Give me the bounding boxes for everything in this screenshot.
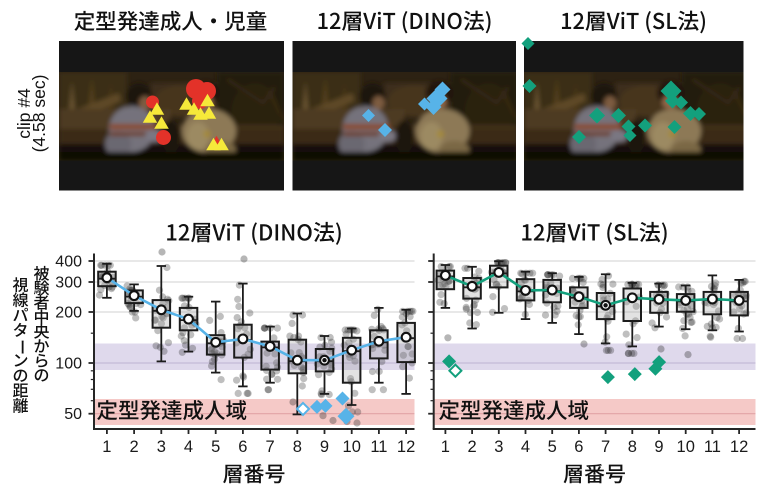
svg-text:5: 5 xyxy=(548,438,557,456)
svg-text:100: 100 xyxy=(55,356,82,373)
svg-text:12: 12 xyxy=(730,438,748,456)
svg-text:10: 10 xyxy=(677,438,695,456)
svg-text:6: 6 xyxy=(574,438,583,456)
svg-text:3: 3 xyxy=(494,438,503,456)
svg-text:11: 11 xyxy=(704,438,721,456)
svg-text:10: 10 xyxy=(343,438,361,456)
svg-text:2: 2 xyxy=(130,438,139,456)
svg-text:(4.58 sec): (4.58 sec) xyxy=(29,75,49,153)
svg-text:300: 300 xyxy=(55,275,82,292)
svg-text:5: 5 xyxy=(211,438,220,456)
svg-text:8: 8 xyxy=(628,438,637,456)
svg-text:1: 1 xyxy=(441,438,450,456)
svg-text:12: 12 xyxy=(397,438,415,456)
svg-text:2: 2 xyxy=(468,438,477,456)
svg-text:7: 7 xyxy=(266,438,275,456)
svg-text:7: 7 xyxy=(601,438,610,456)
svg-text:9: 9 xyxy=(654,438,663,456)
svg-text:4: 4 xyxy=(184,438,193,456)
svg-text:9: 9 xyxy=(320,438,329,456)
svg-text:3: 3 xyxy=(157,438,166,456)
svg-text:6: 6 xyxy=(238,438,247,456)
svg-text:clip #4: clip #4 xyxy=(14,88,34,139)
svg-text:400: 400 xyxy=(55,254,82,271)
svg-text:1: 1 xyxy=(102,438,111,456)
svg-text:4: 4 xyxy=(521,438,530,456)
svg-text:200: 200 xyxy=(55,305,82,322)
svg-text:50: 50 xyxy=(64,406,82,423)
svg-text:8: 8 xyxy=(293,438,302,456)
svg-text:11: 11 xyxy=(370,438,387,456)
